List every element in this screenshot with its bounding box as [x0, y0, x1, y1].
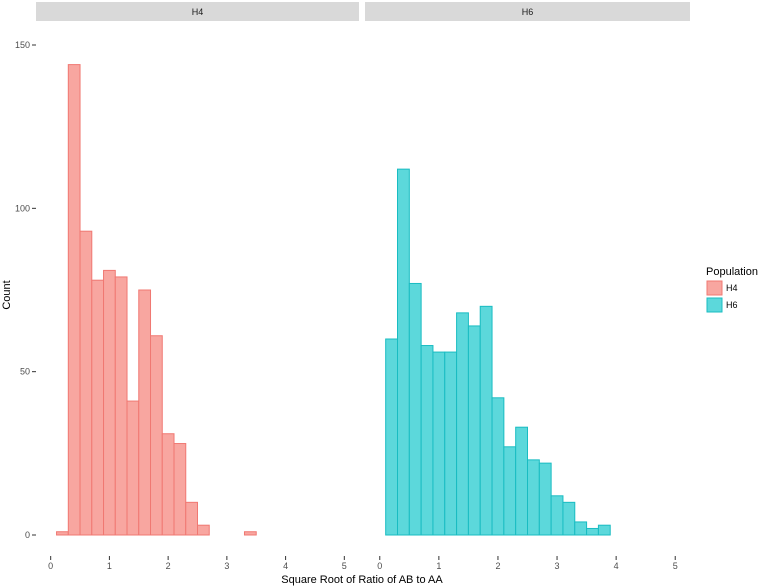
facet-panels: 0 50 100 150 H4 0 1 2 3 4 5 H6 0 1 2 3 4 5 [15, 2, 690, 571]
histogram-bar [550, 495, 564, 536]
x-tick-label: 2 [495, 561, 500, 571]
x-tick-label: 5 [673, 561, 678, 571]
y-tick-label: 0 [25, 530, 30, 540]
legend-key [706, 297, 723, 313]
histogram-bar [243, 531, 257, 536]
facet-panel-h4: H4 0 1 2 3 4 5 [36, 2, 359, 571]
facet-panel-h6: H6 0 1 2 3 4 5 [365, 2, 690, 571]
histogram-bar [491, 397, 505, 536]
histogram-bar [173, 443, 187, 536]
histogram-bar [515, 426, 529, 536]
legend-item-h6: H6 [706, 297, 738, 313]
histogram-bar [586, 527, 599, 536]
x-tick-label: 0 [48, 561, 53, 571]
legend-item-h4: H4 [706, 280, 738, 296]
histogram-bar [185, 501, 199, 536]
histogram-bar [385, 338, 399, 536]
x-tick-label: 0 [377, 561, 382, 571]
histogram-bar [503, 446, 517, 536]
histogram-bar [67, 64, 81, 536]
histogram-bar [91, 279, 105, 536]
histogram-bar [467, 325, 481, 536]
x-tick-label: 3 [555, 561, 560, 571]
histogram-bar [197, 524, 210, 536]
histogram-bar [456, 312, 469, 536]
histogram-bar [479, 305, 493, 536]
x-axis: 0 1 2 3 4 5 [48, 556, 347, 571]
x-tick-label: 5 [342, 561, 347, 571]
histogram-bar [408, 282, 422, 536]
histogram-bar [432, 351, 446, 536]
y-axis-title: Count [1, 280, 13, 309]
x-axis-title: Square Root of Ratio of AB to AA [281, 574, 443, 586]
legend: Population H4 H6 [706, 266, 758, 313]
histogram-bar [150, 335, 163, 536]
histogram-bar [397, 168, 410, 536]
facet-strip [365, 2, 690, 21]
histogram-bar [138, 289, 152, 536]
y-tick-label: 150 [15, 40, 30, 50]
histogram-bar [79, 230, 93, 536]
histogram-bar [597, 524, 611, 536]
x-axis: 0 1 2 3 4 5 [377, 556, 678, 571]
legend-label: H4 [726, 283, 738, 293]
histogram-bar [114, 276, 128, 536]
histogram-bar [527, 459, 540, 536]
histogram-bars [385, 168, 611, 536]
histogram-bar [56, 531, 69, 536]
histogram-bar [103, 269, 116, 536]
y-tick-label: 50 [20, 367, 30, 377]
x-tick-label: 4 [283, 561, 288, 571]
x-tick-label: 3 [224, 561, 229, 571]
histogram-bar [562, 501, 576, 536]
legend-key [706, 280, 723, 296]
histogram-bar [420, 345, 434, 536]
facet-strip [36, 2, 359, 21]
x-tick-label: 1 [436, 561, 441, 571]
facet-strip-label: H6 [522, 7, 534, 17]
histogram-bars [56, 64, 257, 536]
y-axis: 0 50 100 150 [15, 40, 36, 540]
legend-title: Population [706, 266, 758, 278]
histogram-bar [161, 433, 175, 536]
x-tick-label: 1 [107, 561, 112, 571]
x-tick-label: 2 [166, 561, 171, 571]
facet-strip-label: H4 [192, 7, 204, 17]
histogram-bar [126, 400, 140, 536]
histogram-bar [444, 351, 458, 536]
x-tick-label: 4 [614, 561, 619, 571]
histogram-bar [574, 521, 588, 536]
legend-items: H4 H6 [706, 280, 738, 313]
y-tick-label: 100 [15, 203, 30, 213]
legend-label: H6 [726, 300, 738, 310]
histogram-bar [538, 462, 552, 536]
